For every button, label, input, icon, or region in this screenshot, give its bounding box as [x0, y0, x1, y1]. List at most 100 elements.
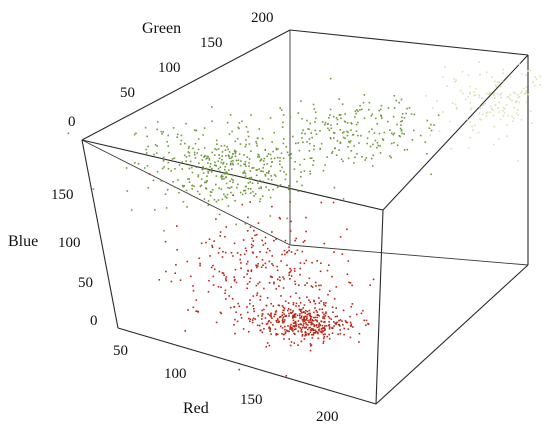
- data-point-503: [430, 124, 432, 126]
- data-point-1455: [256, 256, 258, 258]
- data-point-442: [361, 109, 363, 111]
- data-point-841: [290, 324, 292, 326]
- data-point-625: [308, 128, 310, 130]
- data-point-25: [192, 148, 194, 150]
- data-point-953: [328, 334, 330, 336]
- data-point-211: [156, 145, 158, 147]
- data-point-1379: [348, 282, 350, 284]
- data-point-791: [494, 93, 496, 95]
- data-point-1315: [294, 281, 296, 283]
- data-point-1345: [342, 253, 344, 255]
- data-point-1017: [333, 321, 335, 323]
- data-point-89: [257, 182, 259, 184]
- data-point-905: [269, 330, 271, 332]
- data-point-634: [258, 128, 260, 130]
- data-point-1294: [299, 309, 301, 311]
- data-point-640: [528, 94, 530, 96]
- data-point-278: [227, 194, 229, 196]
- data-point-1124: [305, 327, 307, 329]
- data-point-521: [426, 153, 428, 155]
- data-point-620: [281, 167, 283, 169]
- data-point-635: [393, 142, 395, 144]
- data-point-697: [501, 92, 503, 94]
- data-point-382: [231, 178, 233, 180]
- data-point-652: [444, 66, 446, 68]
- data-point-15: [222, 163, 224, 165]
- data-point-230: [242, 194, 244, 196]
- data-point-1130: [305, 312, 307, 314]
- data-point-518: [360, 135, 362, 137]
- data-point-1336: [287, 310, 289, 312]
- data-point-59: [256, 143, 258, 145]
- data-point-162: [163, 230, 165, 232]
- data-point-257: [218, 160, 220, 162]
- data-point-317: [194, 154, 196, 156]
- data-point-331: [154, 209, 156, 211]
- data-point-1270: [302, 251, 304, 253]
- data-point-1271: [218, 252, 220, 254]
- data-point-1072: [243, 328, 245, 330]
- data-point-771: [480, 107, 482, 109]
- data-point-201: [218, 187, 220, 189]
- data-point-203: [280, 170, 282, 172]
- data-point-550: [316, 133, 318, 135]
- data-point-727: [508, 96, 510, 98]
- data-point-847: [265, 317, 267, 319]
- data-point-1347: [265, 263, 267, 265]
- data-point-1122: [297, 315, 299, 317]
- data-point-1203: [254, 235, 256, 237]
- data-point-1462: [211, 245, 213, 247]
- data-point-873: [275, 328, 277, 330]
- data-point-566: [337, 119, 339, 121]
- data-point-1047: [304, 338, 306, 340]
- data-point-488: [391, 143, 393, 145]
- data-point-760: [498, 111, 500, 113]
- data-point-869: [303, 307, 305, 309]
- data-point-679: [468, 75, 470, 77]
- data-point-62: [252, 191, 254, 193]
- data-point-431: [374, 132, 376, 134]
- data-point-229: [200, 186, 202, 188]
- data-point-386: [256, 145, 258, 147]
- data-point-1425: [290, 221, 292, 223]
- data-point-397: [245, 165, 247, 167]
- data-point-592: [333, 116, 335, 118]
- data-point-258: [214, 148, 216, 150]
- data-point-790: [512, 120, 514, 122]
- data-point-714: [495, 86, 497, 88]
- data-point-240: [258, 188, 260, 190]
- data-point-185: [189, 181, 191, 183]
- data-point-969: [309, 315, 311, 317]
- data-point-355: [206, 168, 208, 170]
- data-point-199: [260, 187, 262, 189]
- data-point-901: [301, 317, 303, 319]
- data-point-1269: [313, 312, 315, 314]
- data-point-1003: [312, 320, 314, 322]
- data-point-1375: [220, 231, 222, 233]
- data-point-569: [399, 136, 401, 138]
- data-point-754: [514, 107, 516, 109]
- data-point-1181: [223, 274, 225, 276]
- data-point-845: [237, 321, 239, 323]
- data-point-1111: [315, 317, 317, 319]
- data-point-284: [211, 171, 213, 173]
- data-point-280: [240, 192, 242, 194]
- data-point-403: [161, 133, 163, 135]
- data-point-1391: [291, 270, 293, 272]
- data-point-462: [391, 133, 393, 135]
- data-point-341: [219, 158, 221, 160]
- data-point-701: [436, 100, 438, 102]
- data-point-88: [198, 174, 200, 176]
- data-point-1392: [272, 265, 274, 267]
- data-point-656: [523, 88, 525, 90]
- data-point-753: [515, 101, 517, 103]
- data-point-396: [229, 133, 231, 135]
- data-point-734: [526, 86, 528, 88]
- data-point-1154: [335, 316, 337, 318]
- data-point-54: [231, 168, 233, 170]
- data-point-765: [490, 111, 492, 113]
- data-point-129: [282, 126, 284, 128]
- data-point-940: [290, 345, 292, 347]
- data-point-619: [304, 133, 306, 135]
- data-point-1464: [253, 308, 255, 310]
